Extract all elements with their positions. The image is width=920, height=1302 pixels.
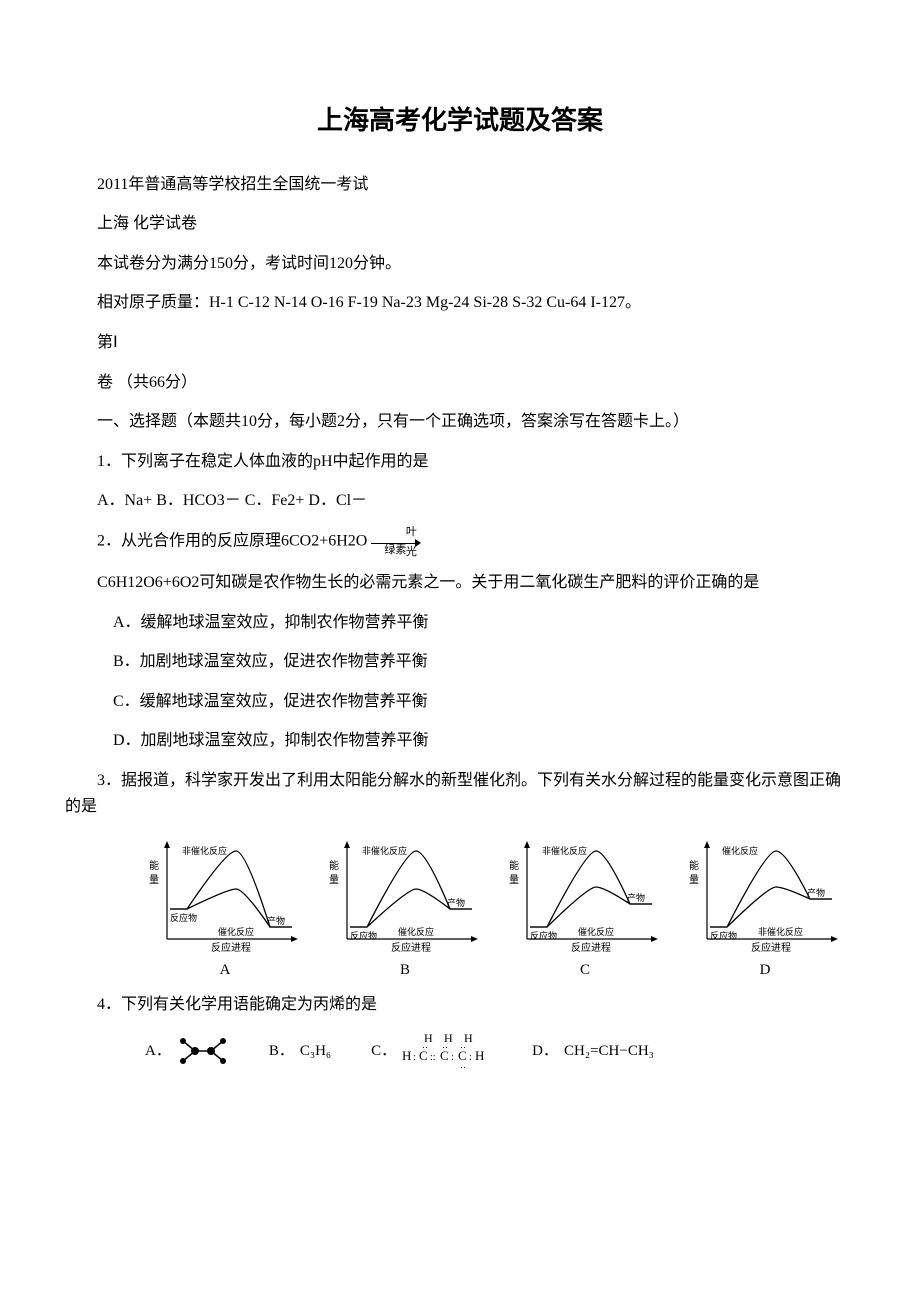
- question-2-part-b: C6H12O6+6O2可知碳是农作物生长的必需元素之一。关于用二氧化碳生产肥料的…: [65, 570, 855, 596]
- intro-line-2: 上海 化学试卷: [65, 211, 855, 237]
- svg-text:反应物: 反应物: [710, 930, 737, 941]
- question-3-text: 3．据报道，科学家开发出了利用太阳能分解水的新型催化剂。下列有关水分解过程的能量…: [65, 772, 841, 815]
- q4-a-prefix: A．: [145, 1039, 171, 1063]
- q4-option-a: A．: [145, 1035, 229, 1067]
- question-1: 1．下列离子在稳定人体血液的pH中起作用的是: [65, 449, 855, 475]
- chart-a: 能量反应进程 反应物 产物 非催化反应催化反应 A: [145, 839, 305, 982]
- chart-b-label: B: [325, 958, 485, 982]
- chart-a-label: A: [145, 958, 305, 982]
- svg-text:催化反应: 催化反应: [218, 926, 254, 937]
- question-2-part-b-text: C6H12O6+6O2可知碳是农作物生长的必需元素之一。关于用二氧化碳生产肥料的…: [97, 574, 759, 591]
- question-2-option-b: B．加剧地球温室效应，促进农作物营养平衡: [65, 649, 855, 675]
- arrow-bottom-label: 光: [371, 544, 419, 562]
- chart-c-label: C: [505, 958, 665, 982]
- svg-text:催化反应: 催化反应: [578, 926, 614, 937]
- svg-text:产物: 产物: [807, 887, 825, 898]
- chart-c-svg: 能量反应进程 反应物 产物 非催化反应催化反应: [505, 839, 665, 954]
- svg-text:能: 能: [329, 859, 339, 872]
- intro-line-6: 卷 （共66分）: [65, 370, 855, 396]
- q4-d-prefix: D．: [532, 1039, 558, 1063]
- chart-b: 能量反应进程 反应物 产物 非催化反应催化反应 B: [325, 839, 485, 982]
- svg-text:反应进程: 反应进程: [751, 941, 791, 954]
- svg-text::: :: [413, 1052, 416, 1063]
- question-2-option-c: C．缓解地球温室效应，促进农作物营养平衡: [65, 689, 855, 715]
- svg-text:量: 量: [689, 874, 699, 886]
- chart-a-svg: 能量反应进程 反应物 产物 非催化反应催化反应: [145, 839, 305, 954]
- q4-option-b: B． C₃H₆: [269, 1039, 331, 1063]
- svg-text:能: 能: [509, 859, 519, 872]
- svg-text:‥: ‥: [422, 1040, 428, 1050]
- intro-line-3: 本试卷分为满分150分，考试时间120分钟。: [65, 251, 855, 277]
- ball-stick-icon: [177, 1035, 229, 1067]
- reaction-arrow-icon: 叶绿素 光: [371, 528, 419, 556]
- section-instruction-text: 一、选择题（本题共10分，每小题2分，只有一个正确选项，答案涂写在答题卡上。）: [97, 413, 689, 430]
- svg-text:‥: ‥: [460, 1040, 466, 1050]
- svg-text:C: C: [440, 1048, 449, 1063]
- svg-text:催化反应: 催化反应: [398, 926, 434, 937]
- svg-text:催化反应: 催化反应: [722, 845, 758, 856]
- svg-text::: :: [451, 1052, 454, 1063]
- q4-option-c: C． H H H H : C :: C : C : H ‥ ‥ ‥ ‥: [371, 1032, 492, 1070]
- svg-text:反应物: 反应物: [170, 912, 197, 923]
- intro-line-1: 2011年普通高等学校招生全国统一考试: [65, 172, 855, 198]
- q4-option-d: D． CH₂=CH−CH₃: [532, 1039, 654, 1063]
- svg-text:能: 能: [149, 859, 159, 872]
- svg-text::: :: [469, 1052, 472, 1063]
- chart-d: 能量反应进程 反应物 产物 催化反应非催化反应 D: [685, 839, 845, 982]
- lewis-structure-icon: H H H H : C :: C : C : H ‥ ‥ ‥ ‥: [402, 1032, 492, 1070]
- svg-text:‥: ‥: [442, 1040, 448, 1050]
- svg-text:反应物: 反应物: [530, 930, 557, 941]
- question-3: 3．据报道，科学家开发出了利用太阳能分解水的新型催化剂。下列有关水分解过程的能量…: [65, 768, 855, 819]
- intro-line-5: 第Ⅰ: [65, 330, 855, 356]
- svg-text:非催化反应: 非催化反应: [542, 845, 587, 856]
- svg-text:产物: 产物: [267, 915, 285, 926]
- intro-line-4: 相对原子质量：H-1 C-12 N-14 O-16 F-19 Na-23 Mg-…: [65, 290, 855, 316]
- chart-d-label: D: [685, 958, 845, 982]
- svg-text:反应进程: 反应进程: [391, 941, 431, 954]
- svg-text:量: 量: [149, 874, 159, 886]
- question-2-option-d: D．加剧地球温室效应，抑制农作物营养平衡: [65, 728, 855, 754]
- svg-text:H: H: [475, 1048, 484, 1063]
- svg-text:::: ::: [430, 1052, 436, 1063]
- question-4: 4．下列有关化学用语能确定为丙烯的是: [65, 992, 855, 1018]
- svg-text:量: 量: [329, 874, 339, 886]
- section-instruction: 一、选择题（本题共10分，每小题2分，只有一个正确选项，答案涂写在答题卡上。）: [65, 409, 855, 435]
- svg-text:非催化反应: 非催化反应: [758, 926, 803, 937]
- q4-b-prefix: B．: [269, 1039, 294, 1063]
- question-1-options: A．Na+ B．HCO3－ C．Fe2+ D．Cl－: [65, 488, 855, 514]
- svg-text:量: 量: [509, 874, 519, 886]
- svg-text:反应物: 反应物: [350, 930, 377, 941]
- svg-text:反应进程: 反应进程: [571, 941, 611, 954]
- svg-text:非催化反应: 非催化反应: [182, 845, 227, 856]
- svg-text:反应进程: 反应进程: [211, 941, 251, 954]
- chart-b-svg: 能量反应进程 反应物 产物 非催化反应催化反应: [325, 839, 485, 954]
- svg-text:C: C: [419, 1048, 428, 1063]
- page-title: 上海高考化学试题及答案: [65, 100, 855, 142]
- q4-d-formula: CH₂=CH−CH₃: [564, 1039, 654, 1063]
- svg-text:H: H: [402, 1048, 411, 1063]
- question-2-part-a: 2．从光合作用的反应原理6CO2+6H2O: [97, 533, 367, 550]
- svg-text:能: 能: [689, 859, 699, 872]
- chart-d-svg: 能量反应进程 反应物 产物 催化反应非催化反应: [685, 839, 845, 954]
- svg-text:‥: ‥: [460, 1060, 466, 1070]
- q4-b-formula: C₃H₆: [300, 1039, 331, 1063]
- q4-c-prefix: C．: [371, 1039, 396, 1063]
- question-2-stem: 2．从光合作用的反应原理6CO2+6H2O 叶绿素 光: [65, 528, 855, 556]
- energy-charts-row: 能量反应进程反应物产物非催化反应催化反应 A 能量反应进程反应物产物非催化反应催…: [145, 839, 845, 982]
- chart-c: 能量反应进程 反应物 产物 非催化反应催化反应 C: [505, 839, 665, 982]
- svg-text:产物: 产物: [447, 897, 465, 908]
- svg-text:产物: 产物: [627, 892, 645, 903]
- svg-text:非催化反应: 非催化反应: [362, 845, 407, 856]
- question-4-options: A． B． C₃H₆ C． H H H H : C :: C: [145, 1032, 855, 1070]
- question-2-option-a: A．缓解地球温室效应，抑制农作物营养平衡: [65, 610, 855, 636]
